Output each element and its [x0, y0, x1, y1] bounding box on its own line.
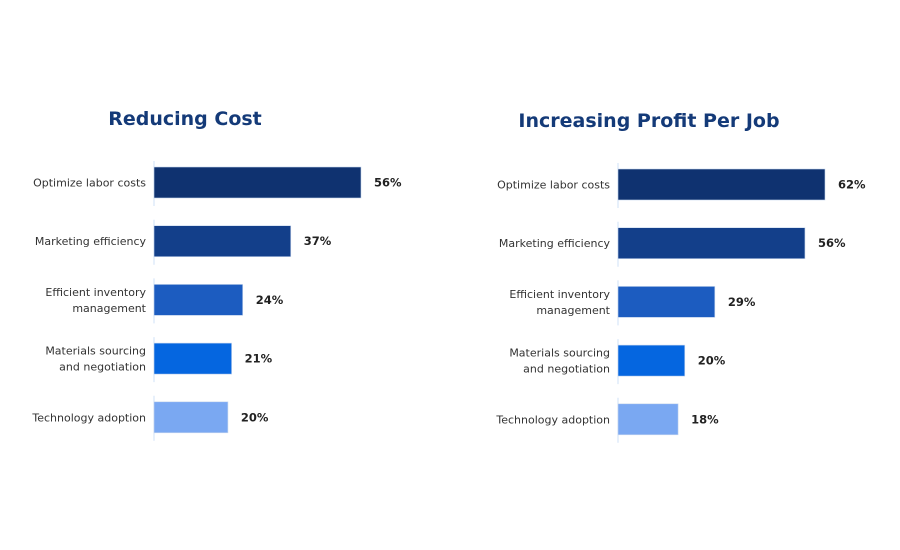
- bar: [617, 227, 806, 259]
- bar: [617, 403, 679, 436]
- category-label: Materials sourcing: [509, 347, 610, 360]
- category-label: management: [536, 304, 610, 317]
- category-label: Technology adoption: [495, 413, 610, 426]
- category-label: Optimize labor costs: [33, 177, 146, 190]
- bar: [153, 342, 232, 375]
- category-label: and negotiation: [59, 361, 146, 374]
- bar: [153, 401, 229, 434]
- bar-chart-1: Reducing Cost 56% Optimize labor costs 37% M…: [31, 108, 402, 441]
- data-label: 20%: [698, 354, 726, 368]
- category-label: Technology adoption: [31, 411, 146, 424]
- category-label: Efficient inventory: [45, 286, 146, 299]
- category-label: Materials sourcing: [45, 345, 146, 358]
- data-label: 37%: [304, 234, 332, 248]
- category-label: Marketing efficiency: [35, 235, 147, 248]
- data-label: 62%: [838, 178, 866, 192]
- data-label: 29%: [728, 295, 756, 309]
- data-label: 24%: [256, 293, 284, 307]
- category-label: Efficient inventory: [509, 288, 610, 301]
- bar: [153, 284, 244, 316]
- data-label: 20%: [241, 410, 269, 424]
- category-label: Marketing efficiency: [499, 237, 611, 250]
- category-label: and negotiation: [523, 363, 610, 376]
- chart-title: Reducing Cost: [108, 108, 262, 130]
- chart-title: Increasing Profit Per Job: [518, 110, 779, 132]
- bar: [617, 344, 686, 377]
- data-label: 18%: [691, 412, 719, 426]
- data-label: 21%: [245, 352, 273, 366]
- category-label: Optimize labor costs: [497, 179, 610, 192]
- bar: [153, 225, 292, 257]
- category-label: management: [72, 302, 146, 315]
- bar-chart-2: Increasing Profit Per Job 62% Optimize lab…: [495, 110, 866, 443]
- bar: [153, 166, 362, 199]
- bar: [617, 168, 826, 201]
- data-label: 56%: [374, 176, 402, 190]
- data-label: 56%: [818, 236, 846, 250]
- bar: [617, 286, 716, 318]
